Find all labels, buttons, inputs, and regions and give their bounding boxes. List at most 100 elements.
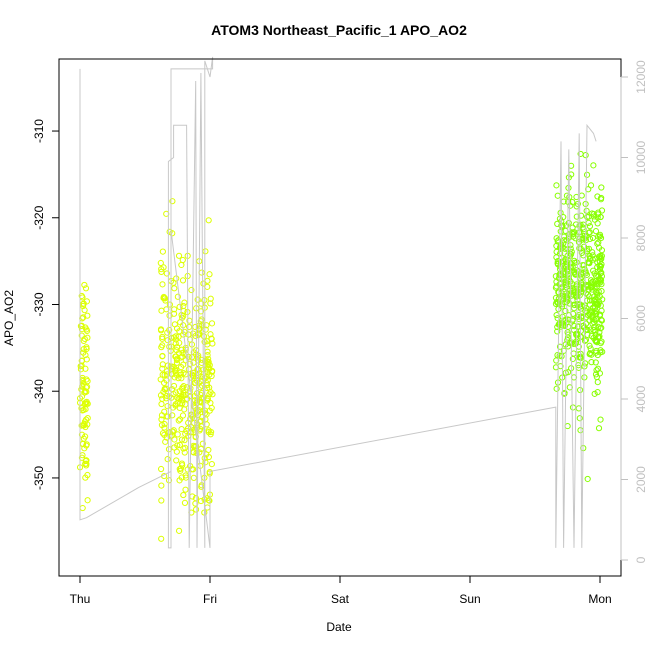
data-point — [81, 307, 88, 314]
data-point — [598, 273, 605, 280]
data-point — [590, 326, 597, 334]
data-point — [178, 375, 185, 382]
data-point — [564, 337, 571, 344]
x-tick-label: Thu — [70, 592, 91, 606]
data-point — [590, 318, 597, 326]
data-point — [189, 413, 196, 420]
data-point — [594, 365, 602, 372]
data-point — [592, 359, 599, 366]
y-tick-label: -330 — [32, 292, 46, 316]
data-point — [597, 347, 604, 354]
data-point — [569, 404, 577, 411]
data-point — [583, 171, 591, 178]
data-point — [205, 427, 212, 434]
right-tick-label: 12000 — [634, 60, 648, 94]
data-point — [164, 403, 171, 410]
data-point — [565, 219, 572, 227]
data-point — [168, 334, 175, 342]
data-point — [166, 393, 173, 400]
points-layer — [76, 150, 606, 542]
data-point — [200, 280, 207, 287]
data-point — [573, 267, 580, 274]
data-point — [554, 260, 561, 267]
data-point — [561, 390, 568, 397]
data-point — [159, 281, 166, 288]
data-point — [78, 322, 85, 329]
data-point — [178, 425, 185, 433]
data-point — [194, 296, 201, 303]
data-point — [81, 281, 88, 289]
data-point — [204, 352, 211, 359]
data-point — [564, 422, 571, 430]
data-point — [84, 414, 91, 422]
data-point — [199, 440, 206, 447]
data-point — [77, 366, 85, 373]
data-point — [560, 213, 567, 221]
data-point — [205, 497, 212, 504]
data-point — [586, 351, 593, 358]
data-point — [159, 352, 166, 360]
data-point — [157, 259, 164, 267]
data-point — [188, 286, 195, 294]
data-point — [580, 226, 587, 233]
data-point — [171, 285, 178, 292]
data-point — [571, 305, 578, 312]
data-point — [158, 535, 165, 542]
data-point — [202, 459, 209, 466]
data-point — [180, 491, 187, 499]
data-point — [597, 234, 605, 242]
data-point — [179, 462, 186, 469]
data-point — [593, 373, 600, 381]
data-point — [164, 456, 171, 463]
data-point — [158, 497, 165, 504]
data-point — [181, 499, 189, 506]
data-point — [161, 408, 168, 415]
data-point — [557, 242, 564, 250]
data-point — [82, 285, 90, 292]
data-point — [173, 359, 181, 366]
data-point — [596, 231, 604, 238]
data-point — [166, 228, 173, 235]
data-point — [204, 395, 212, 403]
data-point — [590, 267, 597, 274]
data-point — [78, 393, 86, 400]
right-tick-label: 8000 — [634, 224, 648, 251]
data-point — [172, 402, 179, 409]
plot-frame — [58, 58, 622, 577]
data-point — [173, 371, 180, 378]
data-point — [560, 258, 567, 265]
right-tick-label: 2000 — [634, 466, 648, 493]
data-point — [180, 361, 187, 368]
data-point — [206, 407, 213, 414]
data-point — [159, 333, 166, 341]
x-axis: Thu Fri Sat Sun Mon — [70, 575, 612, 606]
data-point — [191, 397, 199, 404]
data-point — [80, 314, 87, 321]
data-point — [592, 371, 600, 378]
data-point — [554, 315, 561, 322]
data-point — [585, 219, 592, 227]
data-point — [178, 474, 185, 481]
data-point — [192, 332, 199, 340]
data-point — [176, 339, 183, 346]
data-point — [596, 258, 604, 265]
data-point — [197, 497, 205, 505]
data-point — [554, 328, 561, 335]
data-point — [595, 425, 603, 432]
data-point — [586, 229, 593, 236]
data-point — [78, 326, 86, 333]
data-point — [594, 220, 601, 227]
data-point — [563, 290, 570, 297]
data-point — [83, 327, 91, 335]
data-point — [174, 293, 181, 300]
data-point — [569, 281, 576, 288]
data-point — [159, 430, 167, 437]
data-point — [590, 162, 597, 169]
right-tick-label: 10000 — [634, 140, 648, 174]
data-point — [589, 249, 596, 256]
data-point — [577, 427, 584, 434]
data-point — [596, 312, 603, 319]
data-point — [175, 252, 183, 259]
data-point — [203, 322, 210, 329]
